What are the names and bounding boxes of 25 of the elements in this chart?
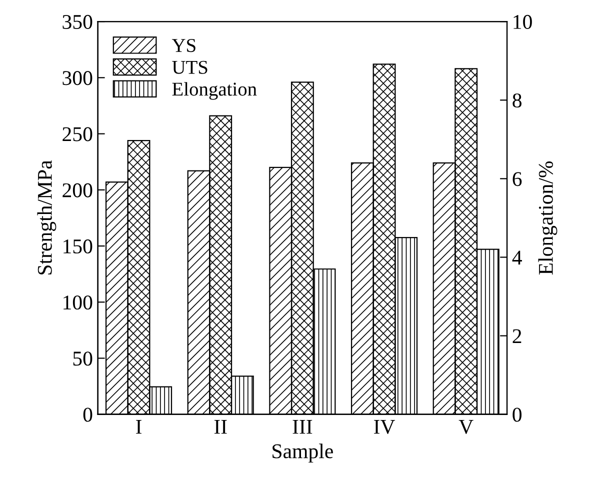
x-tick-label: II — [214, 420, 227, 434]
x-axis-title: Sample — [272, 444, 333, 463]
y2-axis-title: Elongation/% — [538, 161, 558, 275]
y-tick-label: 0 — [83, 408, 92, 422]
y-tick-label: 250 — [62, 127, 92, 142]
y2-tick-label: 4 — [512, 250, 522, 264]
x-tick-label: I — [136, 420, 142, 434]
legend-label: UTS — [172, 60, 208, 74]
legend-label: Elongation — [172, 82, 257, 100]
x-tick-label: IV — [374, 420, 396, 434]
y-tick-label: 50 — [73, 352, 92, 366]
y2-tick-label: 10 — [514, 14, 532, 29]
legend-label: YS — [172, 39, 196, 52]
y-tick-label: 300 — [62, 71, 92, 86]
y-axis-title: Strength/MPa — [37, 160, 56, 274]
y-tick-label: 100 — [64, 295, 92, 310]
y2-tick-label: 6 — [512, 172, 522, 186]
x-tick-label: III — [292, 420, 312, 434]
y-tick-label: 200 — [62, 183, 92, 198]
y2-tick-label: 0 — [512, 408, 522, 422]
y-tick-label: 350 — [62, 14, 92, 29]
x-tick-label: V — [458, 420, 474, 434]
y2-tick-label: 8 — [512, 93, 522, 108]
y-tick-label: 150 — [64, 239, 92, 254]
y2-tick-label: 2 — [512, 329, 522, 344]
